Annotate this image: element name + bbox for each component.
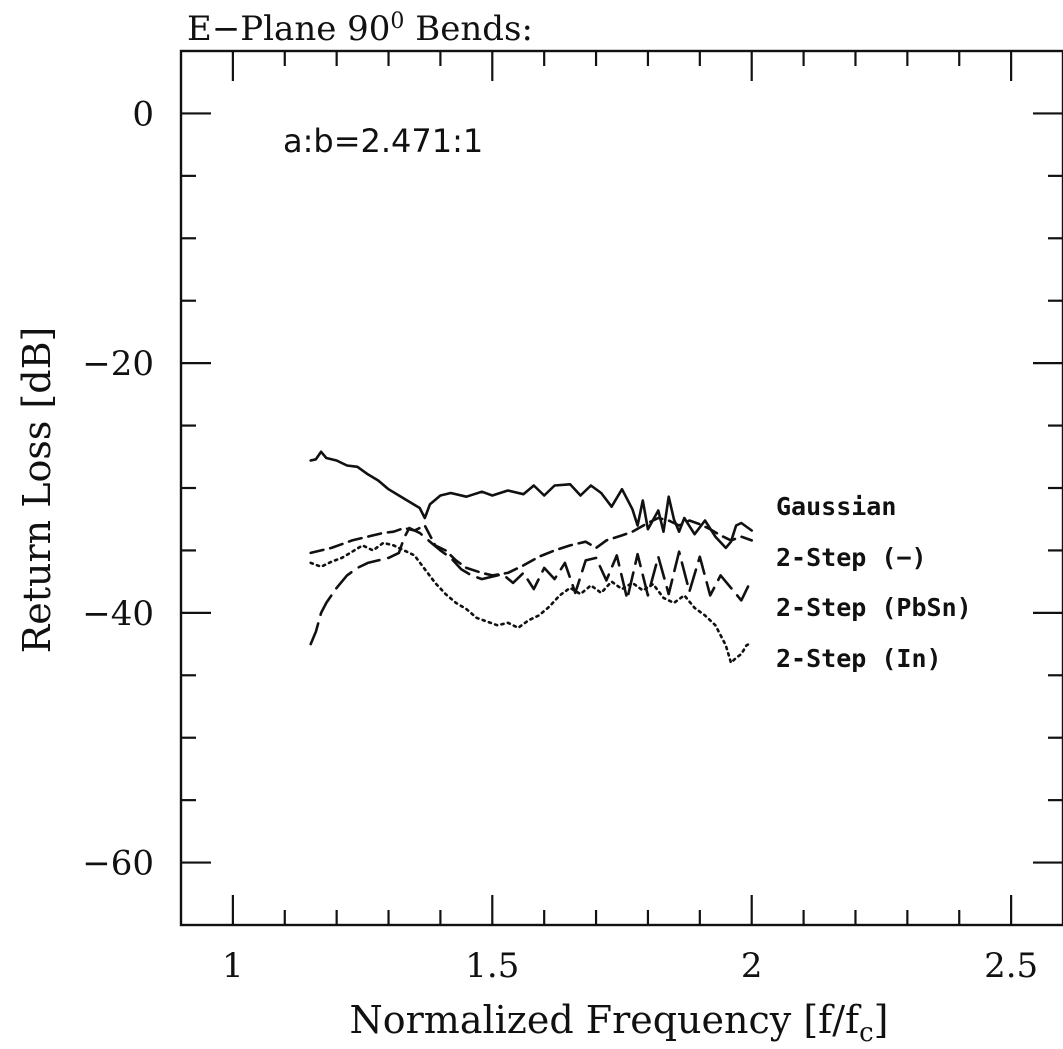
legend-label: Gaussian xyxy=(776,492,896,521)
legend-label: 2-Step (In) xyxy=(776,644,942,673)
series-line-3 xyxy=(309,526,753,646)
x-tick-label: 1.5 xyxy=(465,946,519,986)
series-line-2 xyxy=(309,516,753,577)
chart-title: E−Plane 900 Bends: xyxy=(187,9,533,49)
y-tick-label: −60 xyxy=(82,844,154,884)
series-line-4 xyxy=(309,541,753,665)
y-axis-title: Return Loss [dB] xyxy=(15,327,59,654)
series-layer xyxy=(309,450,753,665)
y-tick-label: 0 xyxy=(132,94,154,134)
x-tick-label: 2.5 xyxy=(984,946,1038,986)
legend: Gaussian 2-Step (−) 2-Step (PbSn) 2-Step (I… xyxy=(776,492,972,673)
y-tick-label: −20 xyxy=(82,344,154,384)
x-tick-label: 1 xyxy=(222,946,244,986)
series-line-1 xyxy=(309,450,753,550)
x-tick-labels: 1 1.5 2 2.5 xyxy=(222,946,1038,986)
ratio-annotation: a:b=2.471:1 xyxy=(283,122,483,160)
legend-label: 2-Step (−) xyxy=(776,543,927,572)
legend-label: 2-Step (PbSn) xyxy=(776,593,972,622)
x-axis-title: Normalized Frequency [f/fc] xyxy=(350,998,889,1048)
axis-ticks xyxy=(181,51,1063,925)
y-tick-label: −40 xyxy=(82,594,154,634)
y-tick-labels: 0 −20 −40 −60 xyxy=(82,94,154,883)
x-tick-label: 2 xyxy=(741,946,763,986)
